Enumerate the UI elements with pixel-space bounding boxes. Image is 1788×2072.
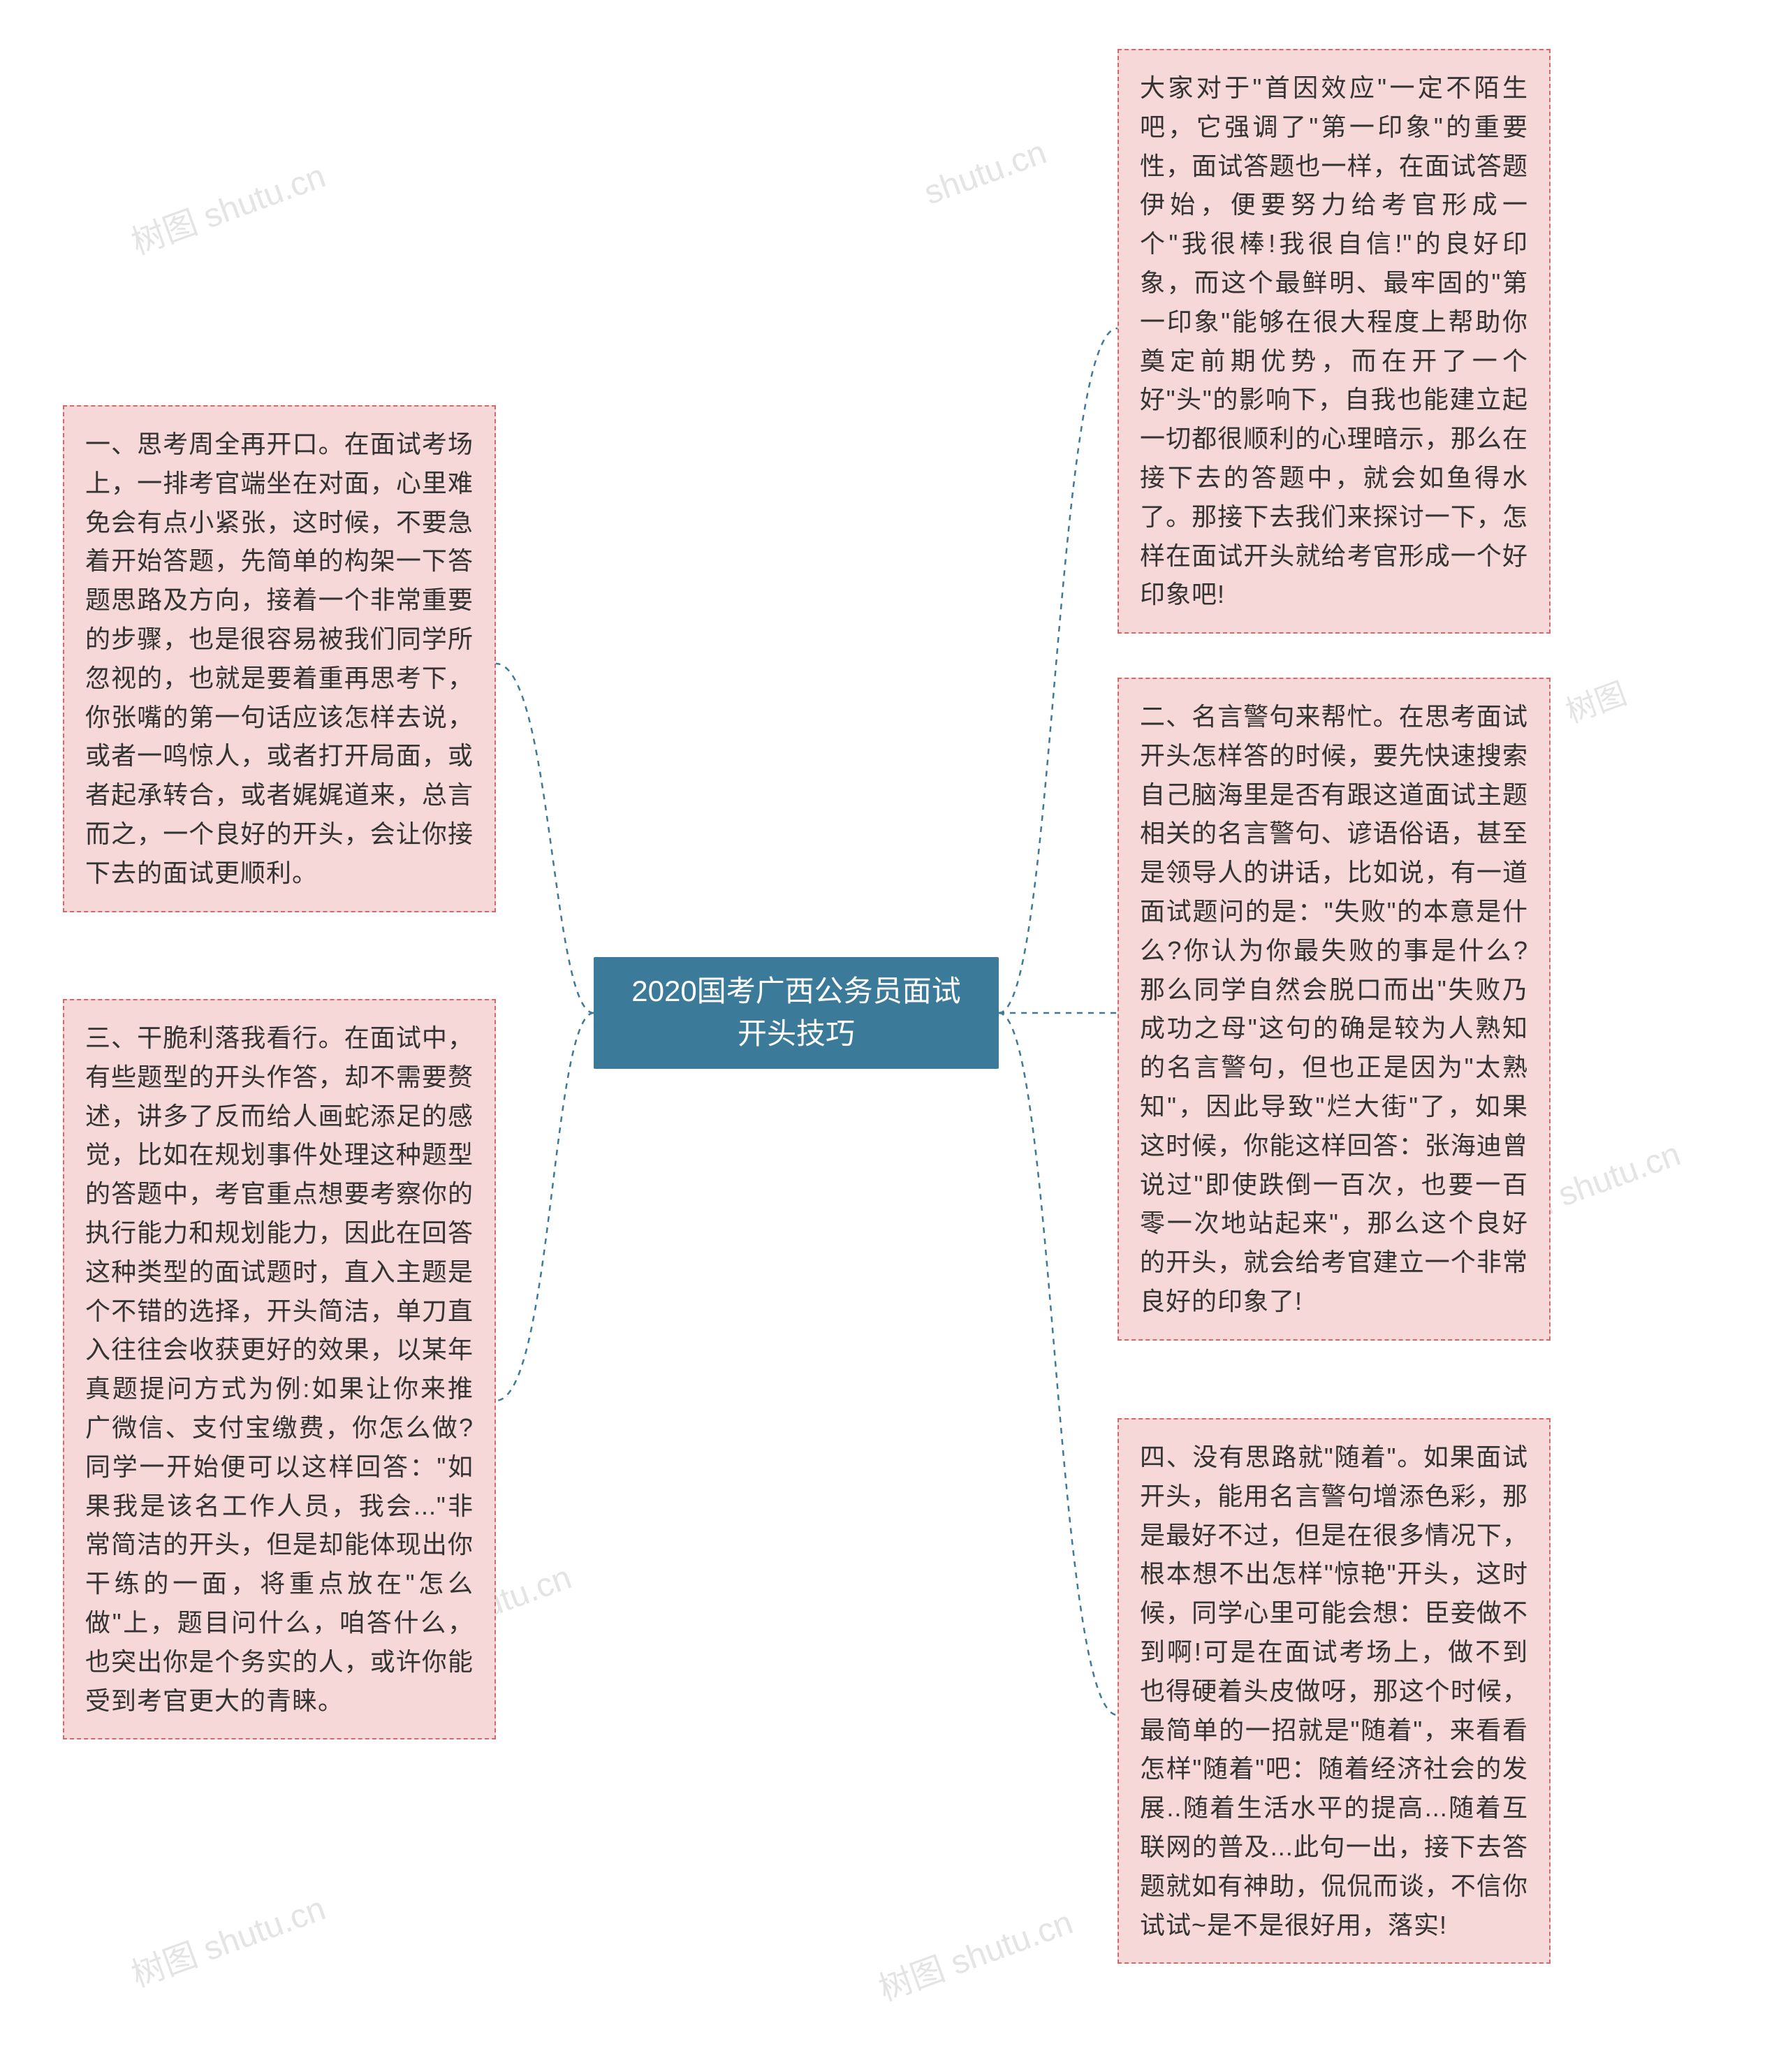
mindmap-leaf-right-2: 二、名言警句来帮忙。在思考面试开头怎样答的时候，要先快速搜索自己脑海里是否有跟这… xyxy=(1118,678,1551,1341)
mindmap-leaf-left-1: 一、思考周全再开口。在面试考场上，一排考官端坐在对面，心里难免会有点小紧张，这时… xyxy=(63,405,496,912)
watermark: 树图 xyxy=(1559,669,1632,731)
leaf-text: 一、思考周全再开口。在面试考场上，一排考官端坐在对面，心里难免会有点小紧张，这时… xyxy=(85,430,474,887)
center-title-line2: 开头技巧 xyxy=(738,1017,855,1050)
mindmap-leaf-right-1: 大家对于"首因效应"一定不陌生吧，它强调了"第一印象"的重要性，面试答题也一样，… xyxy=(1118,49,1551,634)
leaf-text: 三、干脆利落我看行。在面试中，有些题型的开头作答，却不需要赘述，讲多了反而给人画… xyxy=(85,1023,474,1715)
watermark: 树图 shutu.cn xyxy=(124,1881,331,1996)
leaf-text: 二、名言警句来帮忙。在思考面试开头怎样答的时候，要先快速搜索自己脑海里是否有跟这… xyxy=(1140,702,1528,1315)
watermark: 树图 shutu.cn xyxy=(871,1895,1078,2010)
leaf-text: 大家对于"首因效应"一定不陌生吧，它强调了"第一印象"的重要性，面试答题也一样，… xyxy=(1140,73,1528,608)
center-title-line1: 2020国考广西公务员面试 xyxy=(631,975,960,1007)
mindmap-leaf-left-2: 三、干脆利落我看行。在面试中，有些题型的开头作答，却不需要赘述，讲多了反而给人画… xyxy=(63,999,496,1739)
mindmap-center-node: 2020国考广西公务员面试 开头技巧 xyxy=(594,957,999,1069)
watermark: 树图 shutu.cn xyxy=(124,148,331,263)
mindmap-leaf-right-3: 四、没有思路就"随着"。如果面试开头，能用名言警句增添色彩，那是最好不过，但是在… xyxy=(1118,1418,1551,1964)
leaf-text: 四、没有思路就"随着"。如果面试开头，能用名言警句增添色彩，那是最好不过，但是在… xyxy=(1140,1443,1528,1939)
watermark: shutu.cn xyxy=(919,133,1051,213)
